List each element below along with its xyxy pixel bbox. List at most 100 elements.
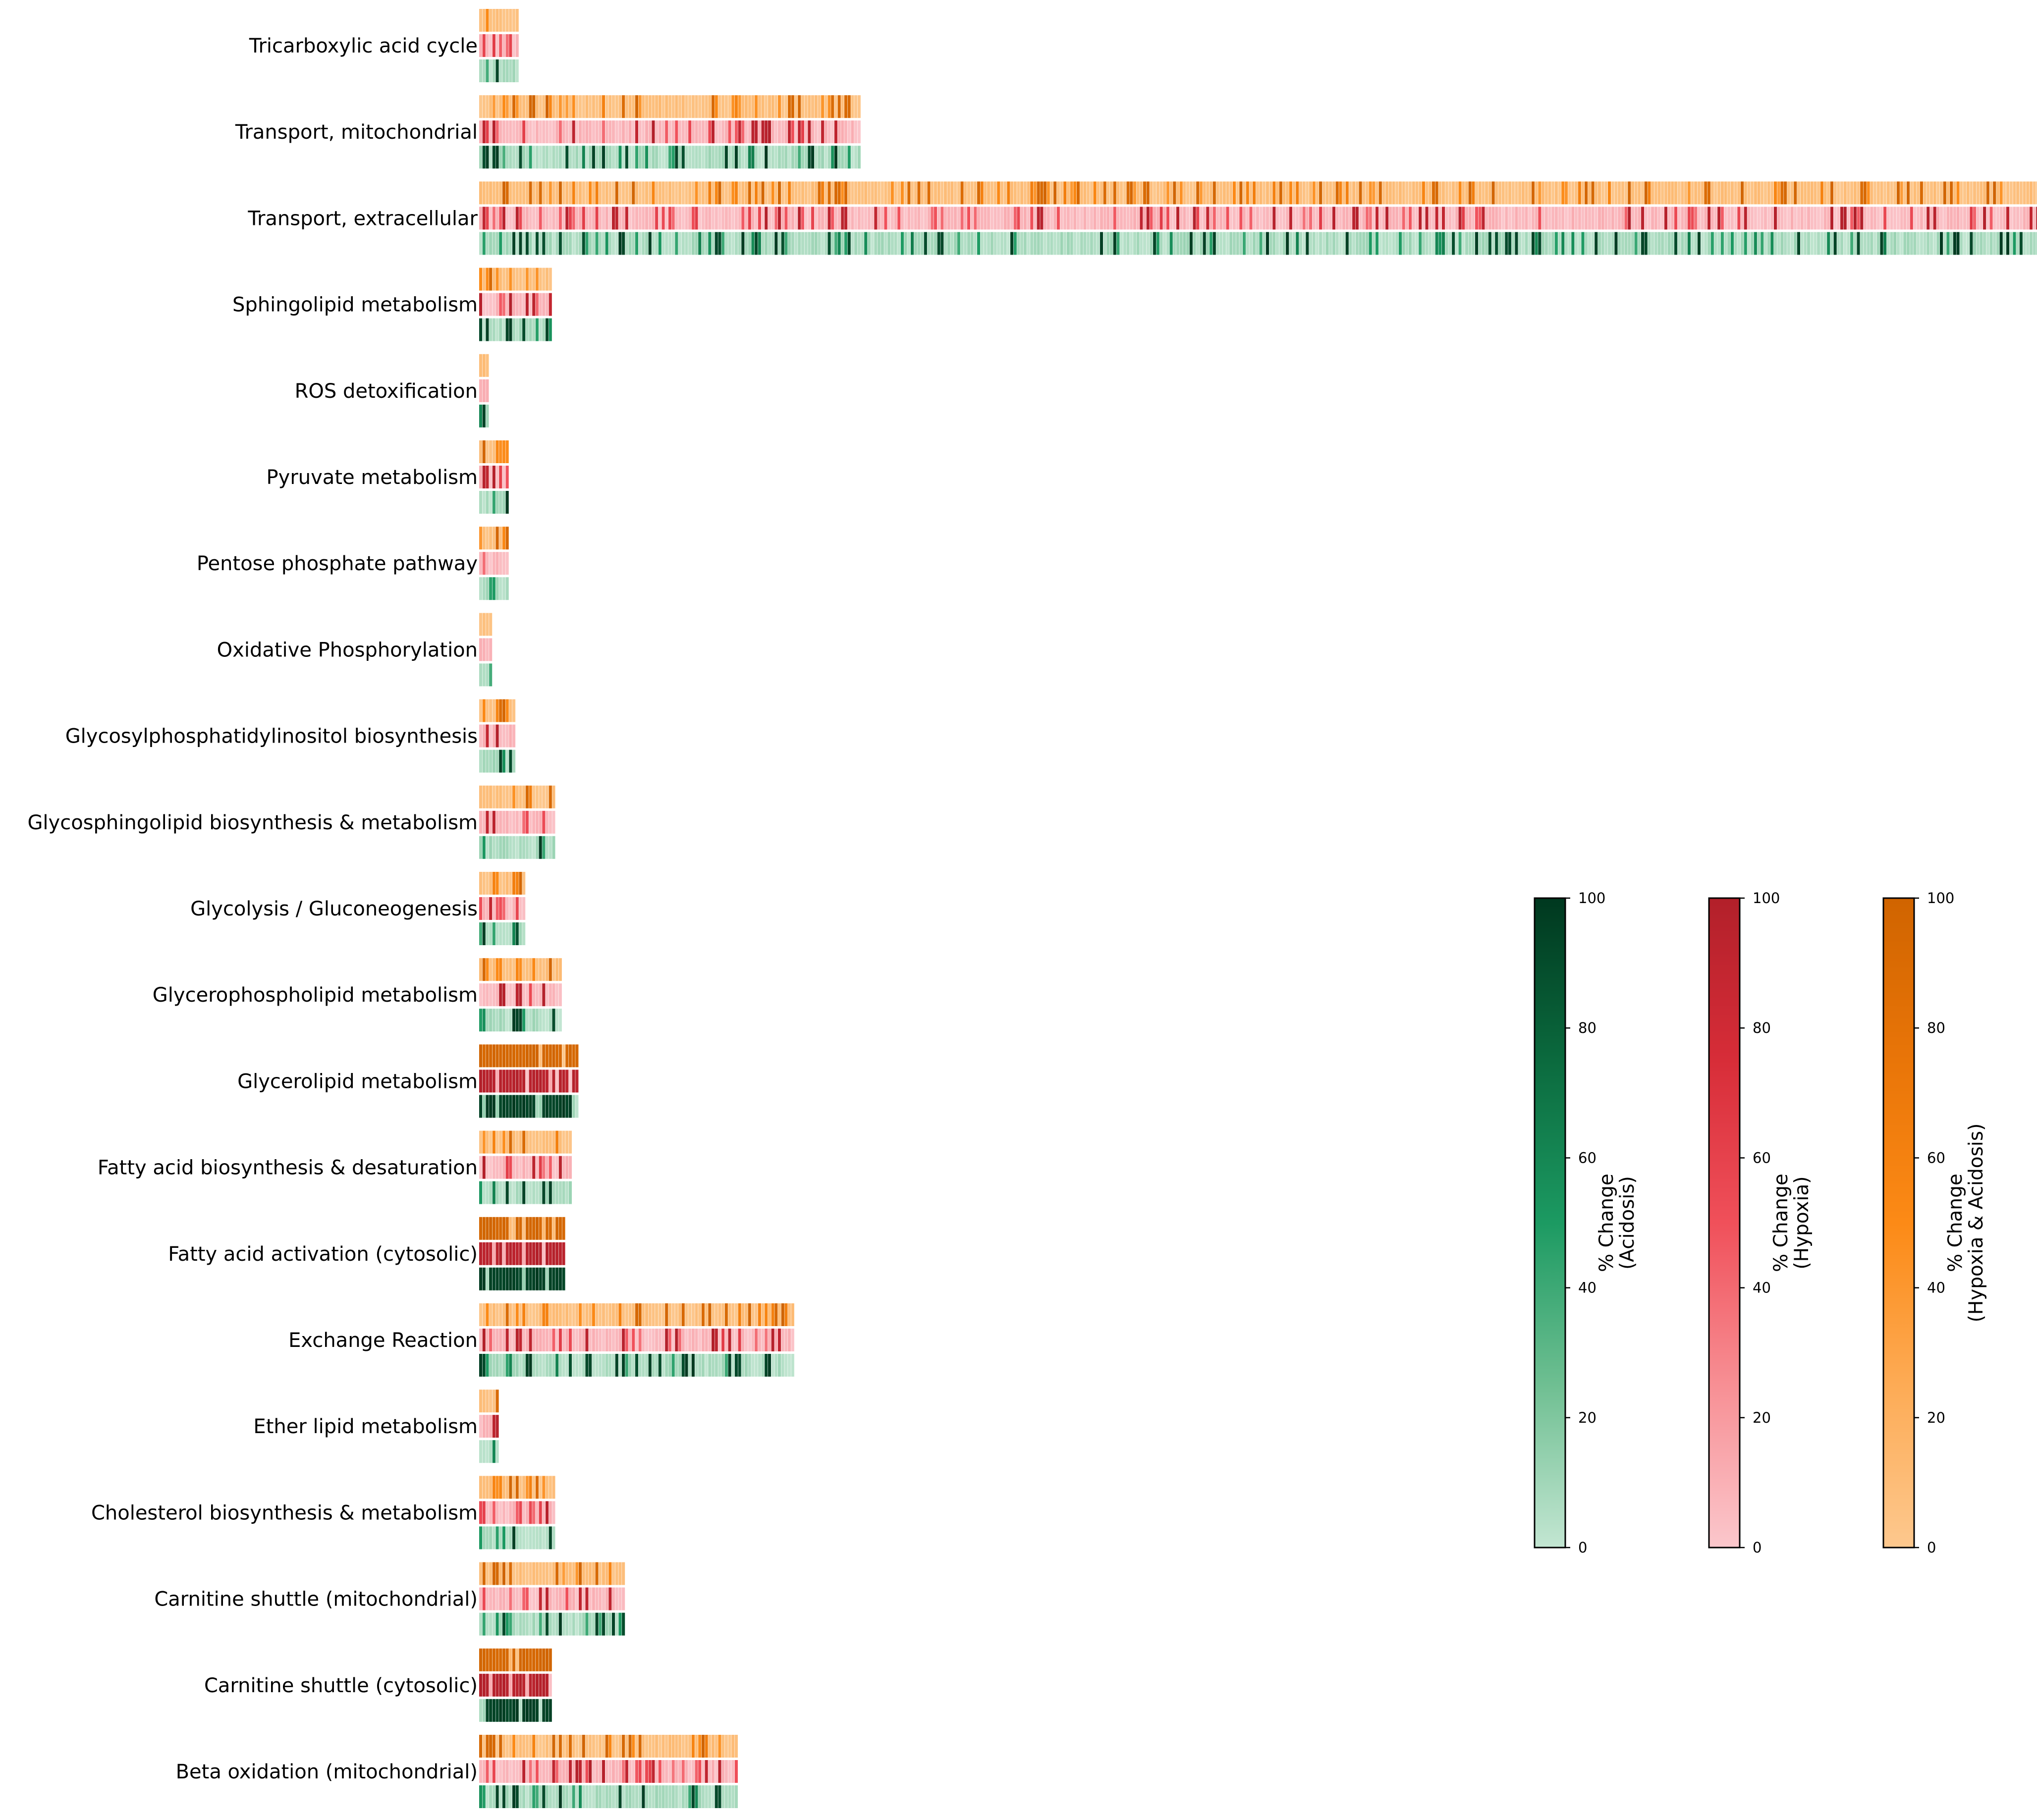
heatmap-cell (1950, 207, 1953, 230)
heatmap-cell (562, 1760, 565, 1783)
heatmap-cell (801, 146, 804, 169)
heatmap-cell (1491, 232, 1495, 255)
heatmap-cell (1953, 181, 1956, 205)
heatmap-cell (1780, 181, 1784, 205)
heatmap-cell (618, 181, 622, 205)
heatmap-cell (489, 577, 493, 600)
heatmap-cell (605, 181, 608, 205)
heatmap-cell (698, 207, 702, 230)
heatmap-cell (542, 1612, 546, 1636)
heatmap-cell (562, 1562, 565, 1585)
heatmap-cell (1325, 207, 1329, 230)
heatmap-cell (486, 897, 489, 920)
heatmap-cell (492, 1587, 495, 1610)
heatmap-cell (585, 232, 589, 255)
heatmap-cell (492, 181, 495, 205)
heatmap-cell (492, 95, 495, 118)
heatmap-cell (568, 1044, 572, 1068)
heatmap-cell (1236, 181, 1239, 205)
heatmap-cell (1674, 207, 1678, 230)
heatmap-cell (1804, 181, 1807, 205)
heatmap-cell (509, 207, 512, 230)
heatmap-cell (645, 1760, 649, 1783)
heatmap-cell (1093, 232, 1097, 255)
heatmap-cell (515, 983, 519, 1007)
heatmap-cell (1644, 181, 1648, 205)
heatmap-cell (502, 785, 505, 808)
heatmap-cell (1601, 181, 1604, 205)
heatmap-cell (525, 1648, 529, 1671)
heatmap-cell (602, 1587, 605, 1610)
heatmap-cell (535, 1130, 539, 1154)
heatmap-cell (529, 268, 532, 291)
heatmap-cell (1385, 232, 1389, 255)
heatmap-cell (755, 1303, 758, 1326)
heatmap-cell (522, 1612, 526, 1636)
heatmap-cell (615, 1303, 618, 1326)
heatmap-cell (539, 1526, 542, 1550)
heatmap-cell (542, 810, 546, 834)
heatmap-cell (509, 181, 512, 205)
heatmap-cell (791, 146, 794, 169)
heatmap-cell (741, 1303, 745, 1326)
heatmap-cell (589, 120, 592, 144)
heatmap-cell (937, 207, 940, 230)
heatmap-cell (964, 181, 967, 205)
heatmap-cell (515, 836, 519, 859)
heatmap-cell (678, 95, 682, 118)
heatmap-cell (724, 1760, 728, 1783)
heatmap-cell (585, 1760, 589, 1783)
heatmap-cell (814, 181, 818, 205)
heatmap-cell (821, 120, 825, 144)
heatmap-cell (788, 232, 791, 255)
heatmap-cell (1531, 207, 1535, 230)
heatmap-cell (638, 1785, 642, 1808)
heatmap-cell (486, 293, 489, 316)
heatmap-cell (695, 1354, 698, 1377)
heatmap-cell (1156, 181, 1159, 205)
heatmap-cell (519, 120, 522, 144)
heatmap-cell (934, 232, 937, 255)
heatmap-cell (721, 146, 725, 169)
heatmap-cell (552, 1501, 555, 1524)
heatmap-cell (502, 268, 505, 291)
heatmap-cell (721, 1329, 725, 1351)
heatmap-cell (861, 181, 864, 205)
heatmap-cell (2006, 207, 2010, 230)
heatmap-cell (635, 120, 638, 144)
heatmap-cell (788, 1329, 791, 1351)
heatmap-cell (1542, 207, 1545, 230)
heatmap-cell (761, 1354, 765, 1377)
heatmap-cell (1136, 181, 1140, 205)
heatmap-cell (575, 1354, 579, 1377)
heatmap-cell (499, 466, 502, 488)
heatmap-cell (492, 552, 495, 575)
heatmap-cell (724, 1785, 728, 1808)
heatmap-cell (579, 1760, 582, 1783)
heatmap-cell (505, 1526, 509, 1550)
heatmap-cell (482, 1130, 486, 1154)
heatmap-cell (532, 1735, 536, 1758)
heatmap-cell (1853, 232, 1857, 255)
heatmap-cell (546, 207, 549, 230)
heatmap-cell (724, 181, 728, 205)
heatmap-cell (705, 120, 708, 144)
heatmap-cell (1927, 207, 1930, 230)
heatmap-cell (857, 146, 861, 169)
heatmap-cell (546, 1648, 549, 1671)
heatmap-cell (505, 1156, 509, 1179)
heatmap-cell (628, 181, 632, 205)
heatmap-cell (1621, 181, 1624, 205)
heatmap-cell (492, 207, 495, 230)
heatmap-cell (984, 181, 987, 205)
heatmap-cell (685, 1760, 688, 1783)
heatmap-cell (698, 1354, 702, 1377)
heatmap-cell (1618, 207, 1621, 230)
heatmap-cell (575, 1070, 579, 1093)
heatmap-cell (645, 1329, 649, 1351)
heatmap-cell (585, 120, 589, 144)
heatmap-cell (502, 207, 505, 230)
heatmap-cell (575, 1612, 579, 1636)
heatmap-cell (555, 232, 559, 255)
heatmap-cell (695, 181, 698, 205)
